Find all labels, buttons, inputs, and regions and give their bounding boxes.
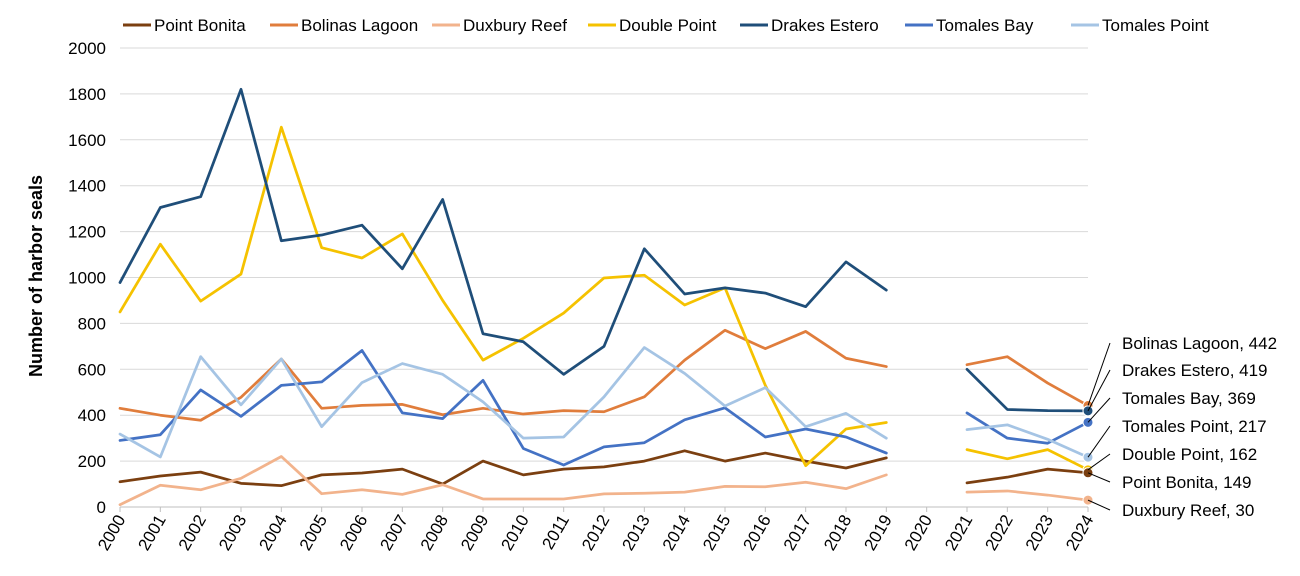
callout-leader-bolinas-lagoon: [1087, 342, 1111, 406]
x-tick-label: 2008: [417, 512, 452, 554]
x-tick-labels: 2000 2001 2002 2003 2004 2005 2006 2007 2008 2009…: [94, 511, 1097, 553]
legend-label-bolinas-lagoon: Bolinas Lagoon: [301, 16, 418, 35]
x-tick-label: 2018: [820, 512, 855, 554]
x-tick-label: 2023: [1022, 512, 1057, 554]
callout-leader-drakes-estero: [1087, 369, 1111, 412]
callout-label-point-bonita: Point Bonita, 149: [1122, 473, 1251, 492]
x-tick-label: 2015: [699, 512, 734, 554]
y-tick-label: 200: [78, 452, 106, 471]
callout-leader-tomales-bay: [1087, 397, 1111, 423]
callout-leader-point-bonita: [1087, 472, 1111, 483]
legend-label-duxbury-reef: Duxbury Reef: [463, 16, 567, 35]
y-tick-label: 1200: [68, 223, 106, 242]
x-tick-label: 2012: [578, 512, 613, 554]
y-tick-label: 600: [78, 360, 106, 379]
x-tick-label: 2002: [175, 512, 210, 554]
x-tick-label: 2004: [255, 512, 290, 554]
series-lines: [118, 87, 1094, 507]
callout-label-tomales-point: Tomales Point, 217: [1122, 417, 1267, 436]
y-tick-label: 800: [78, 314, 106, 333]
x-tick-label: 2017: [780, 512, 815, 554]
x-tick-label: 2010: [497, 512, 532, 554]
x-tick-label: 2019: [860, 512, 895, 554]
y-tick-label: 400: [78, 406, 106, 425]
legend-label-drakes-estero: Drakes Estero: [771, 16, 879, 35]
x-tick-label: 2000: [94, 512, 129, 554]
series-line-tomales-bay: [118, 349, 1090, 467]
series-line-double-point: [118, 125, 1090, 472]
legend: Point Bonita Bolinas Lagoon Duxbury Reef Do…: [123, 16, 1209, 35]
y-tick-label: 1600: [68, 131, 106, 150]
x-tick-label: 2007: [376, 512, 411, 554]
x-tick-label: 2013: [618, 512, 653, 554]
y-tick-label: 1400: [68, 177, 106, 196]
y-tick-label: 2000: [68, 39, 106, 58]
series-line-drakes-estero: [118, 87, 1090, 413]
x-tick-label: 2005: [296, 512, 331, 554]
legend-label-double-point: Double Point: [619, 16, 717, 35]
callout-leader-duxbury-reef: [1087, 499, 1111, 511]
legend-label-tomales-bay: Tomales Bay: [936, 16, 1034, 35]
x-tick-label: 2014: [659, 512, 694, 554]
callout-leader-double-point: [1087, 453, 1111, 471]
y-axis-label: Number of harbor seals: [26, 175, 46, 377]
series-line-duxbury-reef: [118, 455, 1090, 507]
x-tick-label: 2003: [215, 512, 250, 554]
end-value-callouts: Bolinas Lagoon, 442 Drakes Estero, 419 Tom…: [1087, 334, 1277, 520]
x-tick-label: 2020: [901, 512, 936, 554]
x-tick-label: 2016: [739, 512, 774, 554]
x-tick-label: 2022: [981, 511, 1016, 553]
x-tick-label: 2011: [538, 512, 573, 553]
series-line-point-bonita: [118, 449, 1090, 488]
callout-label-tomales-bay: Tomales Bay, 369: [1122, 389, 1256, 408]
callout-label-double-point: Double Point, 162: [1122, 445, 1257, 464]
y-tick-labels: 0 200 400 600 800 1000 1200 1400 1600 1800 2000: [68, 39, 106, 517]
series-line-tomales-point: [118, 346, 1090, 459]
x-tick-label: 2009: [457, 512, 492, 554]
legend-label-point-bonita: Point Bonita: [154, 16, 246, 35]
x-tick-label: 2001: [134, 512, 169, 554]
callout-label-duxbury-reef: Duxbury Reef, 30: [1122, 501, 1254, 520]
callout-label-bolinas-lagoon: Bolinas Lagoon, 442: [1122, 334, 1277, 353]
y-tick-label: 1800: [68, 85, 106, 104]
callout-leader-tomales-point: [1087, 425, 1111, 458]
legend-label-tomales-point: Tomales Point: [1102, 16, 1209, 35]
y-tick-label: 1000: [68, 269, 106, 288]
axes: [119, 506, 1089, 512]
x-tick-label: 2006: [336, 512, 371, 554]
callout-label-drakes-estero: Drakes Estero, 419: [1122, 361, 1268, 380]
x-tick-label: 2024: [1062, 512, 1097, 554]
y-tick-label: 0: [97, 498, 106, 517]
series-line-bolinas-lagoon: [118, 328, 1090, 422]
x-tick-label: 2021: [941, 512, 976, 554]
